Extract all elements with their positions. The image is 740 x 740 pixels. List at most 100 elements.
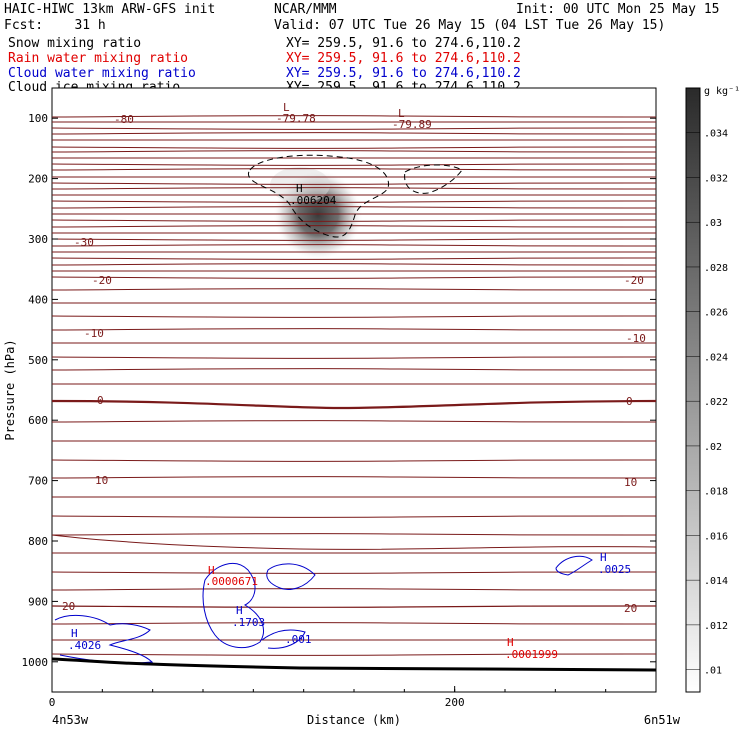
low-marker-2: L	[398, 107, 405, 120]
colorbar-tick-label: .022	[704, 397, 728, 408]
plot-frame	[51, 87, 657, 693]
low-marker-1: L	[283, 101, 290, 114]
title-org: NCAR/MMM	[274, 2, 337, 17]
isotherm-label-20-left: 20	[62, 600, 75, 613]
isotherm-line	[52, 263, 656, 266]
isotherm-line	[52, 622, 656, 625]
extrema-markers: L -79.78 L -79.89 H .006204 H .0000671 H…	[68, 101, 631, 661]
colorbar-tick-label: .01	[704, 666, 722, 677]
temperature-contours	[52, 115, 656, 656]
y-axis-title: Pressure (hPa)	[3, 339, 17, 440]
y-tick-label-400: 400	[28, 293, 48, 306]
ice-contour-right	[404, 164, 463, 194]
valid-time: Valid: 07 UTC Tue 26 May 15 (04 LST Tue …	[274, 18, 666, 33]
isotherm-line	[52, 182, 656, 185]
colorbar: g kg⁻¹ .01 .012 .014 .016 .018 .02 .022 .024 .02…	[685, 86, 740, 693]
isotherm-line	[52, 127, 656, 130]
isotherm-line	[52, 399, 656, 410]
low-value-2: -79.89	[392, 118, 432, 131]
cloud-contour-label: .001	[285, 633, 312, 646]
isotherm-line	[52, 328, 656, 331]
terrain-surface	[52, 657, 656, 672]
snow-shading-upper	[270, 167, 330, 203]
endpoint-right: 6n51w	[644, 713, 681, 727]
isotherm-line	[52, 206, 656, 209]
colorbar-tick-label: .028	[704, 263, 728, 274]
y-tick-label-800: 800	[28, 535, 48, 548]
rain-max-marker-1: H	[208, 564, 215, 577]
field-rain-name: Rain water mixing ratio	[8, 51, 189, 66]
field-snow-name: Snow mixing ratio	[8, 36, 142, 51]
isotherm-label-minus10-right: -10	[626, 332, 646, 345]
isotherm-line	[52, 132, 656, 135]
x-axis-title: Distance (km)	[307, 713, 401, 727]
colorbar-ramp	[685, 87, 701, 693]
isotherm-label-minus30: -30	[74, 236, 94, 249]
isotherm-line	[52, 276, 656, 279]
colorbar-tick-label: .032	[704, 173, 728, 184]
colorbar-tick-label: .018	[704, 487, 728, 498]
isotherm-line	[52, 146, 656, 149]
field-cloudwater-name: Cloud water mixing ratio	[8, 66, 196, 81]
cloud-max-marker-2: H	[71, 627, 78, 640]
rain-max-marker-2: H	[507, 636, 514, 649]
isotherm-line	[52, 244, 656, 247]
snow-max-marker: H	[296, 182, 303, 195]
rain-max-value-1: .0000671	[205, 575, 258, 588]
forecast-hour: Fcst: 31 h	[4, 18, 106, 33]
distance-axis: 0 200	[49, 686, 607, 709]
isotherm-line	[52, 533, 656, 536]
cloud-max-value-1: .1703	[232, 616, 265, 629]
isotherm-label-minus20-right: -20	[624, 274, 644, 287]
x-tick-label-0: 0	[49, 696, 56, 709]
field-cloudwater-xy: XY= 259.5, 91.6 to 274.6,110.2	[286, 66, 521, 81]
y-tick-label-500: 500	[28, 354, 48, 367]
isotherm-line	[52, 368, 656, 371]
colorbar-tick-label: .016	[704, 531, 728, 542]
cloud-max-marker-1: H	[236, 604, 243, 617]
isotherm-line	[52, 605, 656, 609]
colorbar-tick-label: .02	[704, 442, 722, 453]
ice-contour-main	[247, 154, 389, 238]
isotherm-line	[52, 288, 656, 291]
isotherm-label-0-right: 0	[626, 395, 633, 408]
rain-max-value-2: .0001999	[505, 648, 558, 661]
colorbar-tick-label: .026	[704, 308, 728, 319]
y-tick-label-1000: 1000	[22, 656, 49, 669]
colorbar-tick-label: .012	[704, 621, 728, 632]
isotherm-line	[52, 187, 656, 190]
colorbar-tick-label: .014	[704, 576, 728, 587]
cloud-max-marker-3: H	[600, 551, 607, 564]
isotherm-line	[52, 238, 656, 241]
isotherm-line	[52, 168, 656, 171]
isotherm-line	[52, 653, 656, 656]
isotherm-label-10-right: 10	[624, 476, 637, 489]
low-value-1: -79.78	[276, 112, 316, 125]
x-tick-label-200: 200	[445, 696, 465, 709]
y-tick-label-600: 600	[28, 414, 48, 427]
y-tick-label-900: 900	[28, 595, 48, 608]
isotherm-line	[52, 225, 656, 228]
isotherm-label-minus80: -80	[114, 113, 134, 126]
title-left: HAIC-HIWC 13km ARW-GFS init	[4, 2, 216, 17]
snow-max-value: .006204	[290, 194, 337, 207]
y-tick-label-300: 300	[28, 233, 48, 246]
colorbar-tick-label: .024	[704, 352, 728, 363]
isotherm-line	[52, 515, 656, 518]
isotherm-line	[52, 356, 656, 359]
y-tick-label-700: 700	[28, 475, 48, 488]
isotherm-label-minus10-left: -10	[84, 327, 104, 340]
isotherm-label-0-left: 0	[97, 394, 104, 407]
field-snow-xy: XY= 259.5, 91.6 to 274.6,110.2	[286, 36, 521, 51]
field-rain-xy: XY= 259.5, 91.6 to 274.6,110.2	[286, 51, 521, 66]
isotherm-line	[52, 459, 656, 462]
isotherm-line	[52, 219, 656, 222]
isotherm-line	[52, 588, 656, 591]
isotherm-line	[52, 115, 656, 118]
isotherm-line	[52, 315, 656, 318]
isotherm-line	[52, 420, 656, 423]
y-tick-label-100: 100	[28, 112, 48, 125]
isotherm-line	[52, 534, 656, 550]
isotherm-line	[52, 163, 656, 166]
